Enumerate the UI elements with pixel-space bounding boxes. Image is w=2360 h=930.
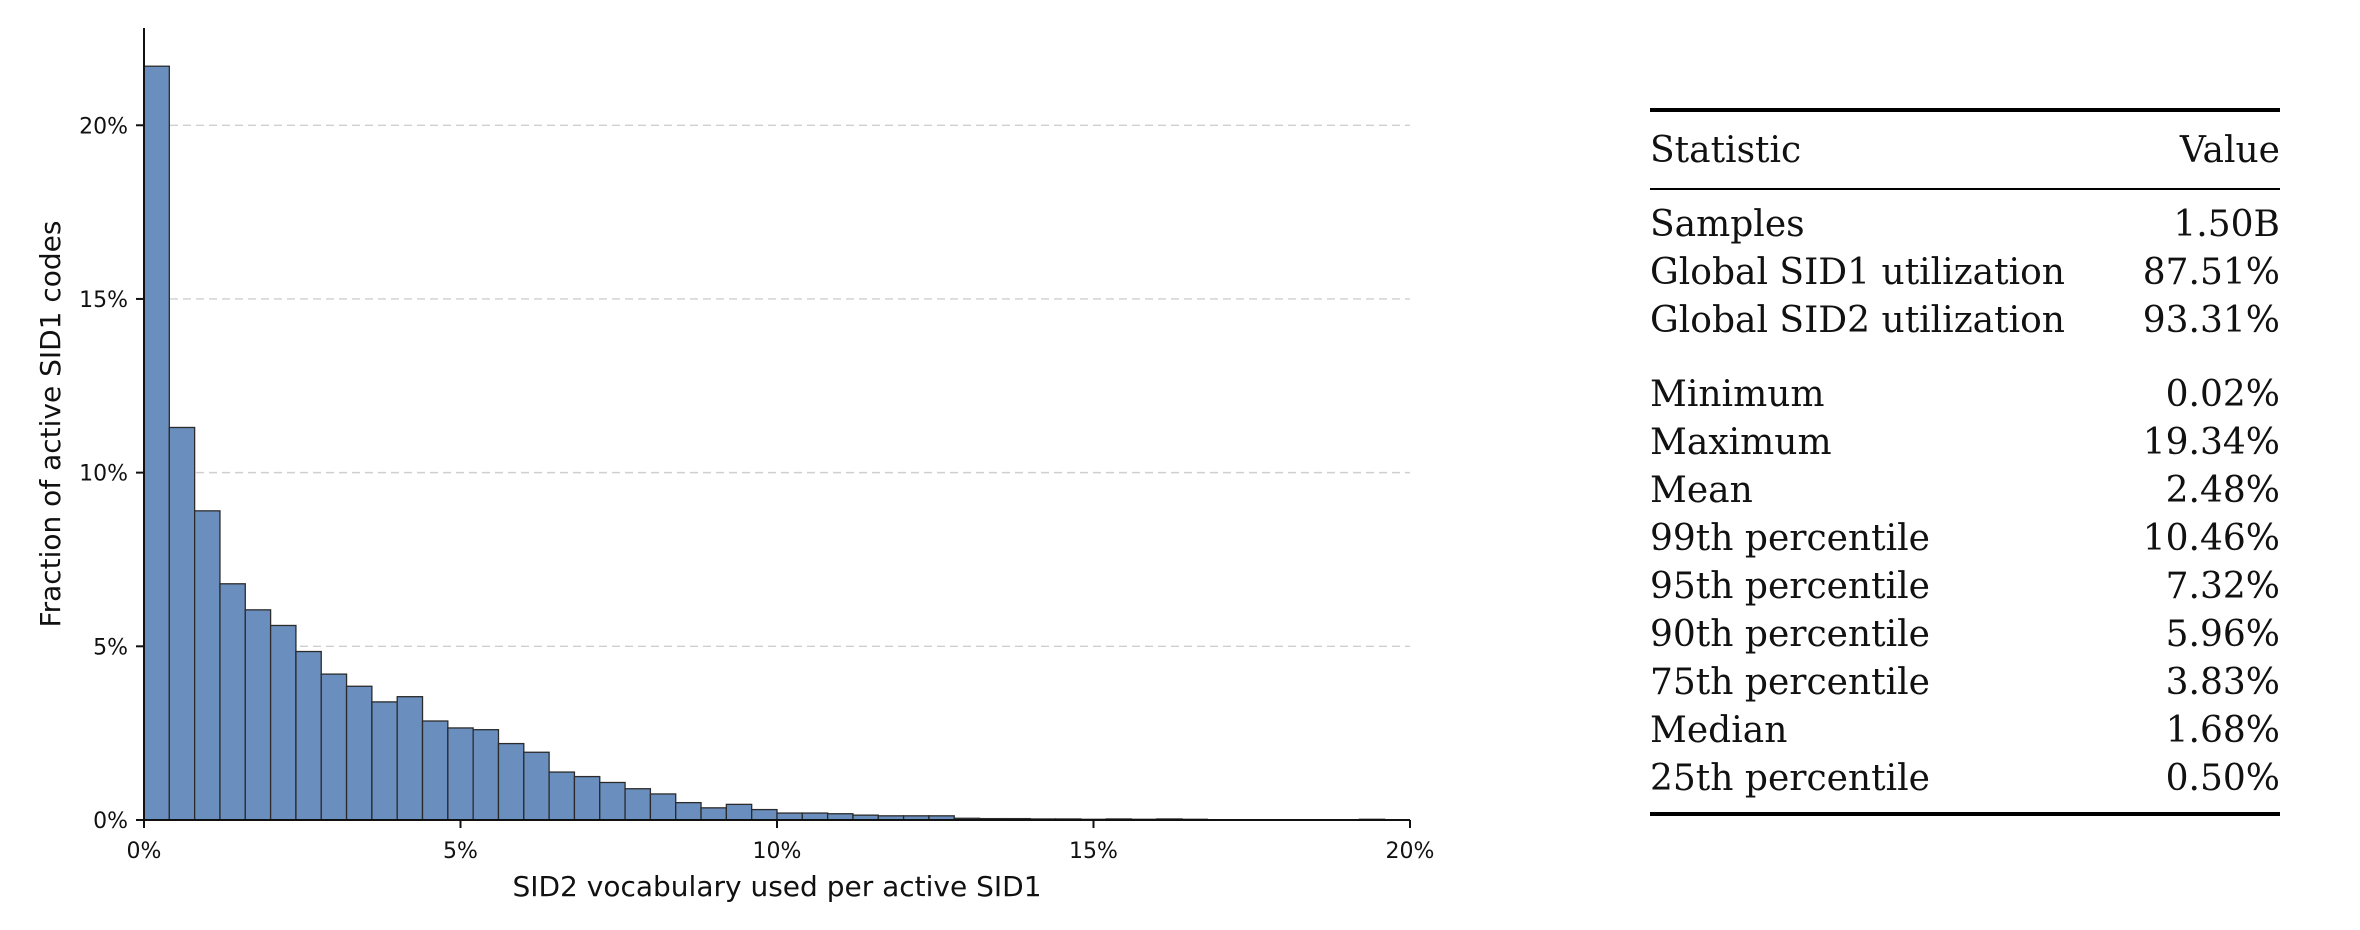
stat-label: Minimum <box>1650 373 1825 415</box>
histogram-bar <box>624 788 652 821</box>
x-tick-label: 0% <box>127 839 162 864</box>
histogram-bar <box>244 609 272 821</box>
stat-value: 10.46% <box>2142 517 2280 559</box>
histogram-bar <box>675 801 702 821</box>
table-row: Minimum 0.02% <box>1650 370 2280 418</box>
x-axis-title: SID2 vocabulary used per active SID1 <box>512 870 1041 903</box>
stat-label: Global SID1 utilization <box>1650 251 2065 293</box>
histogram-bar <box>751 808 778 821</box>
axes: 0% 5% 10% 15% 20% 0% 5% 10% 15% 20% <box>79 28 1434 864</box>
stat-value: 7.32% <box>2165 565 2280 607</box>
histogram-bar <box>421 720 449 821</box>
stat-value: 0.02% <box>2165 373 2280 415</box>
table-row: Mean 2.48% <box>1650 466 2280 514</box>
table-bottom-rule <box>1650 812 2280 816</box>
stat-label: 90th percentile <box>1650 613 1930 655</box>
histogram-bar <box>548 771 576 821</box>
histogram-bar <box>447 727 474 821</box>
histogram-bar <box>320 673 348 821</box>
histogram-bar <box>801 812 829 821</box>
table-row: Median 1.68% <box>1650 706 2280 754</box>
y-tick-label: 10% <box>79 462 128 487</box>
x-tick-label: 15% <box>1069 839 1118 864</box>
stat-label: Global SID2 utilization <box>1650 299 2065 341</box>
stat-label: Samples <box>1650 203 1805 245</box>
y-tick-label: 20% <box>79 114 128 139</box>
histogram-bar <box>371 701 398 821</box>
table-row: Maximum 19.34% <box>1650 418 2280 466</box>
x-tick-label: 5% <box>443 839 478 864</box>
histogram-bar <box>725 803 753 821</box>
histogram-bars <box>143 65 1386 821</box>
table-group-distribution: Minimum 0.02% Maximum 19.34% Mean 2.48% 99th p… <box>1650 370 2280 802</box>
histogram-bar <box>472 729 500 821</box>
statistics-table: Statistic Value Samples 1.50B Global SID1 … <box>1650 108 2280 816</box>
header-statistic: Statistic <box>1650 129 1802 171</box>
table-header-rule <box>1650 188 2280 190</box>
stat-label: 75th percentile <box>1650 661 1930 703</box>
table-header-row: Statistic Value <box>1650 112 2280 188</box>
histogram-bar <box>700 807 728 821</box>
histogram-bar <box>396 696 424 821</box>
table-row: 99th percentile 10.46% <box>1650 514 2280 562</box>
x-tick-label: 10% <box>753 839 802 864</box>
table-row: Samples 1.50B <box>1650 200 2280 248</box>
stat-value: 87.51% <box>2142 251 2280 293</box>
histogram-bar <box>269 624 297 821</box>
table-row: 25th percentile 0.50% <box>1650 754 2280 802</box>
histogram-bar <box>649 793 677 821</box>
table-group-global: Samples 1.50B Global SID1 utilization 87.51… <box>1650 200 2280 344</box>
histogram-bar <box>143 65 170 821</box>
histogram-bar <box>193 510 221 821</box>
table-row: 95th percentile 7.32% <box>1650 562 2280 610</box>
histogram-bar <box>776 812 803 821</box>
header-value: Value <box>2179 129 2280 171</box>
stat-label: 95th percentile <box>1650 565 1930 607</box>
stat-value: 0.50% <box>2165 757 2280 799</box>
stat-value: 1.50B <box>2173 203 2280 245</box>
table-top-rule <box>1650 108 2280 112</box>
stat-label: Mean <box>1650 469 1753 511</box>
table-row: 90th percentile 5.96% <box>1650 610 2280 658</box>
stat-label: 25th percentile <box>1650 757 1930 799</box>
table-row: Global SID2 utilization 93.31% <box>1650 296 2280 344</box>
histogram-bar <box>497 742 525 821</box>
y-tick-label: 0% <box>93 809 128 834</box>
stat-value: 19.34% <box>2142 421 2280 463</box>
histogram-bar <box>295 650 322 821</box>
stat-value: 3.83% <box>2165 661 2280 703</box>
stat-value: 1.68% <box>2165 709 2280 751</box>
y-axis-title: Fraction of active SID1 codes <box>34 221 67 628</box>
histogram-bar <box>168 426 196 821</box>
stat-value: 93.31% <box>2142 299 2280 341</box>
stat-value: 5.96% <box>2165 613 2280 655</box>
histogram-chart: 0% 5% 10% 15% 20% 0% 5% 10% 15% 20% SID2 vocabula… <box>34 28 1434 903</box>
histogram-bar <box>523 751 550 821</box>
table-row: 75th percentile 3.83% <box>1650 658 2280 706</box>
histogram-bar <box>599 781 626 821</box>
stat-label: Median <box>1650 709 1788 751</box>
stat-label: 99th percentile <box>1650 517 1930 559</box>
stat-label: Maximum <box>1650 421 1832 463</box>
table-row: Global SID1 utilization 87.51% <box>1650 248 2280 296</box>
y-tick-label: 15% <box>79 288 128 313</box>
histogram-bar <box>573 775 601 821</box>
histogram-bar <box>345 685 373 821</box>
y-tick-label: 5% <box>93 635 128 660</box>
histogram-bar <box>219 583 246 821</box>
grid-lines <box>144 124 1410 648</box>
stat-value: 2.48% <box>2165 469 2280 511</box>
x-tick-label: 20% <box>1386 839 1435 864</box>
